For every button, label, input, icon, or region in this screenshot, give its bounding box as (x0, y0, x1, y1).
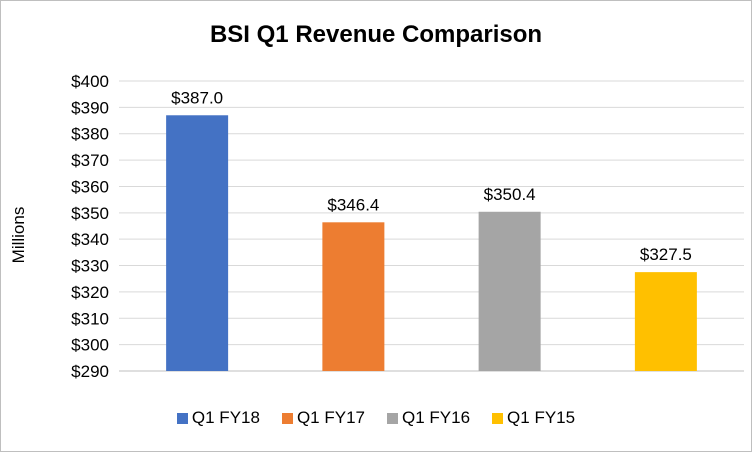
legend-item-q1-fy16: Q1 FY16 (387, 408, 470, 428)
y-tick-label: $380 (71, 125, 109, 144)
y-tick-label: $360 (71, 177, 109, 196)
y-tick-label: $300 (71, 336, 109, 355)
y-tick-label: $340 (71, 230, 109, 249)
data-label: $346.4 (327, 195, 379, 214)
bar-q1-fy18 (166, 115, 229, 371)
legend-label-q1-fy17: Q1 FY17 (296, 408, 365, 427)
y-tick-label: $320 (71, 283, 109, 302)
y-tick-label: $310 (71, 309, 109, 328)
legend-item-q1-fy18: Q1 FY18 (176, 408, 260, 428)
legend-label-q1-fy16: Q1 FY16 (402, 408, 471, 427)
legend-swatch-q1-fy18 (176, 412, 188, 424)
legend-item-q1-fy17: Q1 FY17 (281, 408, 365, 428)
legend-item-q1-fy15: Q1 FY15 (492, 408, 575, 428)
chart-title: BSI Q1 Revenue Comparison (209, 21, 543, 48)
bar-q1-fy15 (634, 272, 697, 371)
bar-q1-fy17 (322, 222, 385, 371)
y-tick-label: $350 (71, 204, 109, 223)
y-tick-label: $400 (71, 72, 109, 91)
legend-label-q1-fy15: Q1 FY15 (507, 408, 576, 427)
data-label: $350.4 (484, 185, 536, 204)
y-tick-label: $370 (71, 151, 109, 170)
legend-label-q1-fy18: Q1 FY18 (191, 408, 260, 427)
y-tick-label: $290 (71, 362, 109, 381)
legend: Q1 FY18 Q1 FY17 Q1 FY16 Q1 FY15 (1, 408, 751, 428)
legend-swatch-q1-fy17 (281, 412, 293, 424)
data-label: $387.0 (171, 88, 223, 107)
legend-swatch-q1-fy15 (492, 412, 504, 424)
data-label: $327.5 (640, 245, 692, 264)
y-tick-label: $390 (71, 98, 109, 117)
bar-q1-fy16 (478, 211, 541, 371)
legend-swatch-q1-fy16 (387, 412, 398, 424)
y-tick-label: $330 (71, 257, 109, 276)
